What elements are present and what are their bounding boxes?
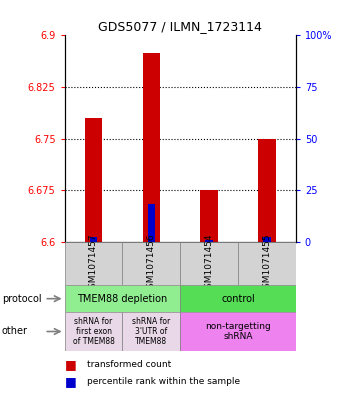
Text: other: other [2, 326, 28, 336]
Bar [238, 242, 296, 285]
Text: GSM1071455: GSM1071455 [262, 233, 271, 294]
Text: GSM1071454: GSM1071454 [205, 233, 214, 294]
Bar [122, 242, 180, 285]
Bar [65, 312, 122, 351]
Text: GSM1071457: GSM1071457 [89, 233, 98, 294]
Text: GSM1071456: GSM1071456 [147, 233, 156, 294]
Bar [148, 204, 155, 242]
Bar [85, 118, 102, 242]
Text: shRNA for
first exon
of TMEM88: shRNA for first exon of TMEM88 [72, 317, 115, 346]
Text: TMEM88 depletion: TMEM88 depletion [77, 294, 168, 304]
Text: control: control [221, 294, 255, 304]
Bar [122, 312, 180, 351]
Bar [180, 285, 296, 312]
Text: ■: ■ [65, 375, 76, 388]
Bar [65, 242, 122, 285]
Bar [263, 237, 271, 242]
Bar [90, 237, 97, 242]
Bar [180, 242, 238, 285]
Bar [258, 138, 275, 242]
Text: transformed count: transformed count [87, 360, 171, 369]
Bar [180, 312, 296, 351]
Text: non-targetting
shRNA: non-targetting shRNA [205, 322, 271, 341]
Text: percentile rank within the sample: percentile rank within the sample [87, 377, 240, 386]
Title: GDS5077 / ILMN_1723114: GDS5077 / ILMN_1723114 [98, 20, 262, 33]
Bar [65, 285, 180, 312]
Text: shRNA for
3'UTR of
TMEM88: shRNA for 3'UTR of TMEM88 [132, 317, 170, 346]
Bar [201, 190, 218, 242]
Text: ■: ■ [65, 358, 76, 371]
Bar [205, 240, 213, 242]
Text: protocol: protocol [2, 294, 41, 304]
Bar [143, 53, 160, 242]
